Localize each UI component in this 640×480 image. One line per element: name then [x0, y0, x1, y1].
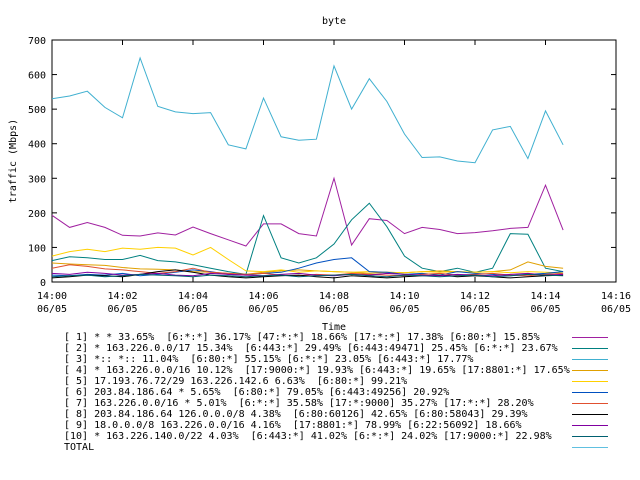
- series-lines: [51, 56, 564, 279]
- legend-entry: [ 3] *:: *:: 11.04% [6:80:*] 55.15% [6:*…: [0, 354, 640, 365]
- chart-title: byte: [322, 16, 346, 27]
- legend-label: [ 5] 17.193.76.72/29 163.226.142.6 6.63%…: [64, 376, 408, 387]
- legend-label: [10] * 163.226.140.0/22 4.03% [6:443:*] …: [64, 431, 552, 442]
- x-tick-label-date: 06/05: [107, 304, 137, 315]
- legend-swatch: [572, 425, 608, 426]
- legend-entry: [ 5] 17.193.76.72/29 163.226.142.6 6.63%…: [0, 376, 640, 387]
- x-tick-label-time: 14:08: [319, 291, 349, 302]
- legend-label: [ 3] *:: *:: 11.04% [6:80:*] 55.15% [6:*…: [64, 354, 474, 365]
- x-tick-label-date: 06/05: [178, 304, 208, 315]
- y-tick-label: 100: [28, 243, 46, 254]
- x-tick-label-date: 06/05: [248, 304, 278, 315]
- legend-label: [ 9] 18.0.0.0/8 163.226.0.0/16 4.16% [17…: [64, 420, 522, 431]
- legend-entry: [10] * 163.226.140.0/22 4.03% [6:443:*] …: [0, 431, 640, 442]
- series-line-10: [51, 273, 564, 278]
- series-line-6: [51, 257, 564, 277]
- y-axis-label: traffic (Mbps): [8, 119, 19, 203]
- legend-entry: [ 1] * * 33.65% [6:*:*] 36.17% [47:*:*] …: [0, 332, 640, 343]
- x-tick-label-time: 14:12: [460, 291, 490, 302]
- legend-swatch: [572, 348, 608, 349]
- legend-entry: [ 9] 18.0.0.0/8 163.226.0.0/16 4.16% [17…: [0, 420, 640, 431]
- x-tick-label-time: 14:14: [530, 291, 560, 302]
- x-tick-label-date: 06/05: [601, 304, 631, 315]
- y-ticks: 0 100 200 300 400 500 600 700: [28, 36, 616, 289]
- legend-swatch: [572, 436, 608, 437]
- legend-entry: [ 4] * 163.226.0.0/16 10.12% [17:9000:*]…: [0, 365, 640, 376]
- series-line-2: [51, 202, 564, 275]
- x-tick-label-time: 14:02: [107, 291, 137, 302]
- y-tick-label: 400: [28, 140, 46, 151]
- legend-swatch: [572, 414, 608, 415]
- legend-swatch: [572, 447, 608, 448]
- series-line-1: [51, 176, 564, 247]
- legend-entry: TOTAL: [0, 442, 640, 453]
- x-tick-label-time: 14:10: [389, 291, 419, 302]
- x-tick-label-date: 06/05: [319, 304, 349, 315]
- x-tick-label-time: 14:06: [248, 291, 278, 302]
- legend-label: [ 6] 203.84.186.64 * 5.65% [6:80:*] 79.0…: [64, 387, 450, 398]
- x-ticks: 14:00 06/05 14:02 06/05 14:04 06/05 14:06 06/05…: [37, 40, 631, 315]
- legend-label: TOTAL: [64, 442, 95, 453]
- traffic-chart: byte traffic (Mbps) Time 0 100 200 300 400 50…: [8, 16, 631, 330]
- legend-swatch: [572, 381, 608, 382]
- legend-swatch: [572, 403, 608, 404]
- legend-label: [ 4] * 163.226.0.0/16 10.12% [17:9000:*]…: [64, 365, 570, 376]
- legend-entry: [ 2] * 163.226.0.0/17 15.34% [6:443:*] 2…: [0, 343, 640, 354]
- x-tick-label-date: 06/05: [460, 304, 490, 315]
- y-tick-label: 700: [28, 36, 46, 47]
- legend-label: [ 8] 203.84.186.64 126.0.0.0/8 4.38% [6:…: [64, 409, 528, 420]
- legend-swatch: [572, 359, 608, 360]
- legend-swatch: [572, 337, 608, 338]
- legend-entry: [ 7] 163.226.0.0/16 * 5.01% [6:*:*] 35.5…: [0, 398, 640, 409]
- y-tick-label: 500: [28, 105, 46, 116]
- y-tick-label: 600: [28, 71, 46, 82]
- x-tick-label-time: 14:04: [178, 291, 208, 302]
- y-tick-label: 200: [28, 209, 46, 220]
- legend-entry: [ 6] 203.84.186.64 * 5.65% [6:80:*] 79.0…: [0, 387, 640, 398]
- series-line-7: [51, 264, 564, 277]
- x-tick-label-date: 06/05: [530, 304, 560, 315]
- y-tick-label: 300: [28, 174, 46, 185]
- x-tick-label-time: 14:00: [37, 291, 67, 302]
- legend-label: [ 2] * 163.226.0.0/17 15.34% [6:443:*] 2…: [64, 343, 558, 354]
- x-axis-label: Time: [322, 322, 346, 330]
- y-tick-label: 0: [40, 278, 46, 289]
- legend-label: [ 1] * * 33.65% [6:*:*] 36.17% [47:*:*] …: [64, 332, 540, 343]
- series-line-3: [51, 56, 564, 164]
- x-tick-label-time: 14:16: [601, 291, 631, 302]
- legend-entry: [ 8] 203.84.186.64 126.0.0.0/8 4.38% [6:…: [0, 409, 640, 420]
- plot-frame: [51, 39, 617, 283]
- series-line-5: [51, 246, 564, 274]
- x-tick-label-date: 06/05: [389, 304, 419, 315]
- x-tick-label-date: 06/05: [37, 304, 67, 315]
- series-line-4: [51, 261, 564, 275]
- legend-label: [ 7] 163.226.0.0/16 * 5.01% [6:*:*] 35.5…: [64, 398, 534, 409]
- legend-swatch: [572, 392, 608, 393]
- legend-swatch: [572, 370, 608, 371]
